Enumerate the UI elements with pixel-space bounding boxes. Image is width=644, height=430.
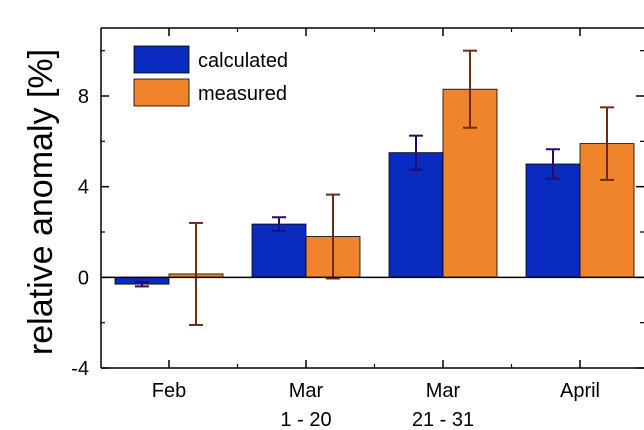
- legend: calculated measured: [133, 45, 288, 107]
- x-tick-label: 21 - 31: [412, 409, 474, 430]
- error-bar-measured-2: [463, 49, 477, 129]
- x-tick-label: Mar: [426, 380, 461, 402]
- x-tick-label: April: [560, 380, 600, 402]
- error-bar-calculated-2: [409, 134, 423, 171]
- legend-label-calculated: calculated: [198, 50, 288, 72]
- error-bar-measured-3: [600, 106, 614, 181]
- x-tick-label: Mar: [289, 380, 324, 402]
- error-bar-calculated-1: [272, 216, 286, 232]
- x-tick-label: Feb: [152, 380, 186, 402]
- bar-calculated-1: [251, 223, 307, 278]
- error-bar-measured-0: [189, 221, 203, 326]
- y-tick-label: 0: [78, 267, 89, 289]
- error-bar-calculated-3: [546, 148, 560, 180]
- bar-calculated-2: [388, 152, 444, 278]
- bar-calculated-3: [525, 163, 581, 278]
- y-axis-title: relative anomaly [%]: [22, 49, 60, 355]
- legend-swatch-measured: [133, 78, 190, 107]
- y-tick-label: -4: [71, 358, 89, 380]
- bar-measured-3: [579, 143, 635, 278]
- legend-swatch-calculated: [133, 45, 190, 74]
- error-bar-measured-1: [326, 193, 340, 280]
- error-bar-calculated-0: [135, 280, 149, 288]
- x-tick-label: 1 - 20: [280, 409, 331, 430]
- y-tick-label: 4: [78, 177, 89, 199]
- y-tick-label: 8: [78, 86, 89, 108]
- legend-label-measured: measured: [198, 83, 287, 105]
